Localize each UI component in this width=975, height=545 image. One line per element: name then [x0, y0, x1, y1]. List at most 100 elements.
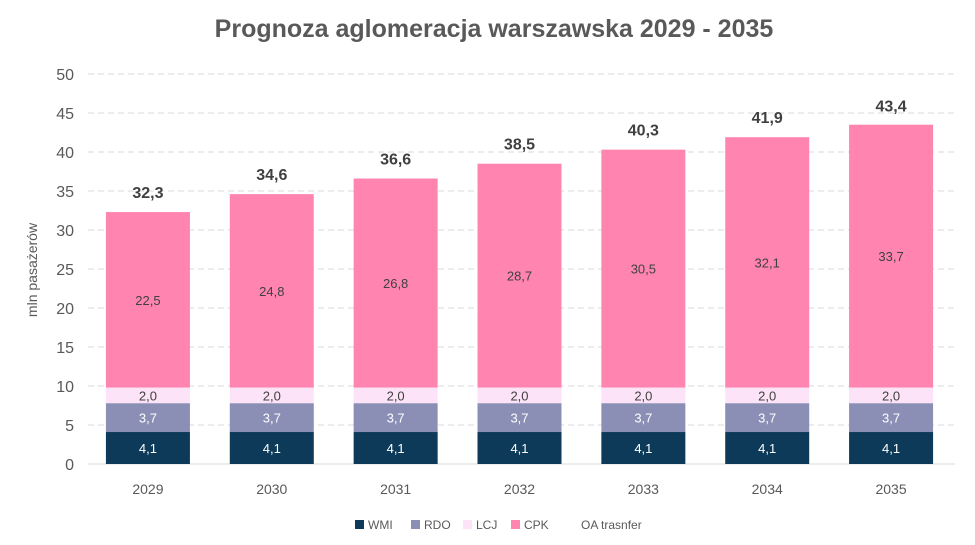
y-tick-label: 50: [56, 67, 74, 84]
y-tick-label: 40: [56, 145, 74, 162]
x-tick-label: 2031: [380, 481, 411, 497]
bar-segment-cpk: [601, 149, 686, 388]
data-label: 4,1: [139, 441, 157, 456]
data-label: 33,7: [878, 249, 903, 264]
bar-segment-rdo: [849, 403, 934, 433]
bar-segment-lcj: [353, 387, 438, 404]
data-label: 2,0: [387, 388, 405, 403]
y-axis-ticks: 0 5 10 15 20 25 30 35 40 45 50: [56, 67, 74, 474]
y-tick-label: 30: [56, 223, 74, 240]
bar-segment-wmi: [105, 432, 190, 464]
legend-item-wmi: WMI: [355, 518, 393, 532]
legend-item-rdo: RDO: [411, 518, 451, 532]
bar-segment-rdo: [229, 403, 314, 433]
bar-segment-wmi: [601, 432, 686, 464]
data-label: 4,1: [387, 441, 405, 456]
legend-swatch: [463, 520, 472, 529]
total-label: 41,9: [752, 110, 783, 127]
bar-segment-wmi: [849, 432, 934, 464]
data-label: 4,1: [634, 441, 652, 456]
x-tick-label: 2035: [875, 481, 906, 497]
data-label: 3,7: [758, 411, 776, 426]
bar-segment-wmi: [353, 432, 438, 464]
legend-item-cpk: CPK: [511, 518, 549, 532]
bar-segment-rdo: [105, 403, 190, 433]
bar-segment-lcj: [849, 387, 934, 404]
data-label: 3,7: [882, 411, 900, 426]
total-label: 34,6: [256, 167, 287, 184]
bar-segment-wmi: [725, 432, 810, 464]
legend-label: CPK: [524, 518, 549, 532]
data-label: 4,1: [882, 441, 900, 456]
y-tick-label: 25: [56, 262, 74, 279]
legend-label: WMI: [368, 518, 393, 532]
bar-segment-rdo: [725, 403, 810, 433]
data-label: 2,0: [510, 388, 528, 403]
bar-segment-wmi: [477, 432, 562, 464]
y-tick-label: 20: [56, 301, 74, 318]
bar-segment-cpk: [725, 137, 810, 388]
chart-title: Prognoza aglomeracja warszawska 2029 - 2…: [215, 15, 774, 43]
bars: 4,1 3,7 2,0 22,5 32,3 4,1 3,7 2,0 24,8 34,6 4,1 3,7…: [105, 98, 934, 464]
bar-segment-lcj: [601, 387, 686, 404]
y-tick-label: 5: [65, 418, 74, 435]
legend-label: RDO: [424, 518, 451, 532]
x-tick-label: 2034: [752, 481, 783, 497]
x-axis-ticks: 2029 2030 2031 2032 2033 2034 2035: [132, 481, 907, 497]
data-label: 22,5: [135, 293, 160, 308]
total-label: 43,4: [876, 98, 907, 115]
bar-segment-cpk: [105, 212, 190, 388]
y-tick-label: 35: [56, 184, 74, 201]
y-axis-label: mln pasażerów: [24, 222, 40, 317]
legend-item-lcj: LCJ: [463, 518, 497, 532]
bar-segment-rdo: [601, 403, 686, 433]
legend: WMI RDO LCJ CPK OA trasnfer: [355, 518, 642, 532]
bar-segment-cpk: [849, 124, 934, 388]
data-label: 3,7: [387, 411, 405, 426]
data-label: 3,7: [634, 411, 652, 426]
bar-segment-lcj: [229, 387, 314, 404]
bar-segment-wmi: [229, 432, 314, 464]
legend-item-oa-trasnfer: OA trasnfer: [581, 518, 642, 532]
bar-segment-cpk: [477, 163, 562, 388]
legend-swatch: [355, 520, 364, 529]
bar-segment-lcj: [725, 387, 810, 404]
data-label: 26,8: [383, 276, 408, 291]
bar-segment-cpk: [353, 178, 438, 388]
data-label: 4,1: [510, 441, 528, 456]
data-label: 3,7: [263, 411, 281, 426]
total-label: 36,6: [380, 152, 411, 169]
y-tick-label: 15: [56, 340, 74, 357]
data-label: 28,7: [507, 269, 532, 284]
legend-label: LCJ: [476, 518, 497, 532]
x-tick-label: 2032: [504, 481, 535, 497]
data-label: 2,0: [263, 388, 281, 403]
y-tick-label: 45: [56, 106, 74, 123]
legend-swatch: [511, 520, 520, 529]
data-label: 24,8: [259, 284, 284, 299]
y-tick-label: 10: [56, 379, 74, 396]
data-label: 2,0: [139, 388, 157, 403]
bar-segment-rdo: [477, 403, 562, 433]
x-tick-label: 2030: [256, 481, 287, 497]
total-label: 38,5: [504, 137, 535, 154]
legend-label: OA trasnfer: [581, 518, 642, 532]
x-tick-label: 2029: [132, 481, 163, 497]
data-label: 4,1: [263, 441, 281, 456]
total-label: 32,3: [132, 185, 163, 202]
data-label: 2,0: [634, 388, 652, 403]
bar-segment-cpk: [229, 194, 314, 388]
data-label: 3,7: [139, 411, 157, 426]
x-tick-label: 2033: [628, 481, 659, 497]
data-label: 4,1: [758, 441, 776, 456]
bar-segment-rdo: [353, 403, 438, 433]
legend-swatch: [411, 520, 420, 529]
data-label: 30,5: [631, 262, 656, 277]
total-label: 40,3: [628, 123, 659, 140]
bar-segment-lcj: [477, 387, 562, 404]
data-label: 3,7: [510, 411, 528, 426]
bar-segment-lcj: [105, 387, 190, 404]
data-label: 2,0: [882, 388, 900, 403]
